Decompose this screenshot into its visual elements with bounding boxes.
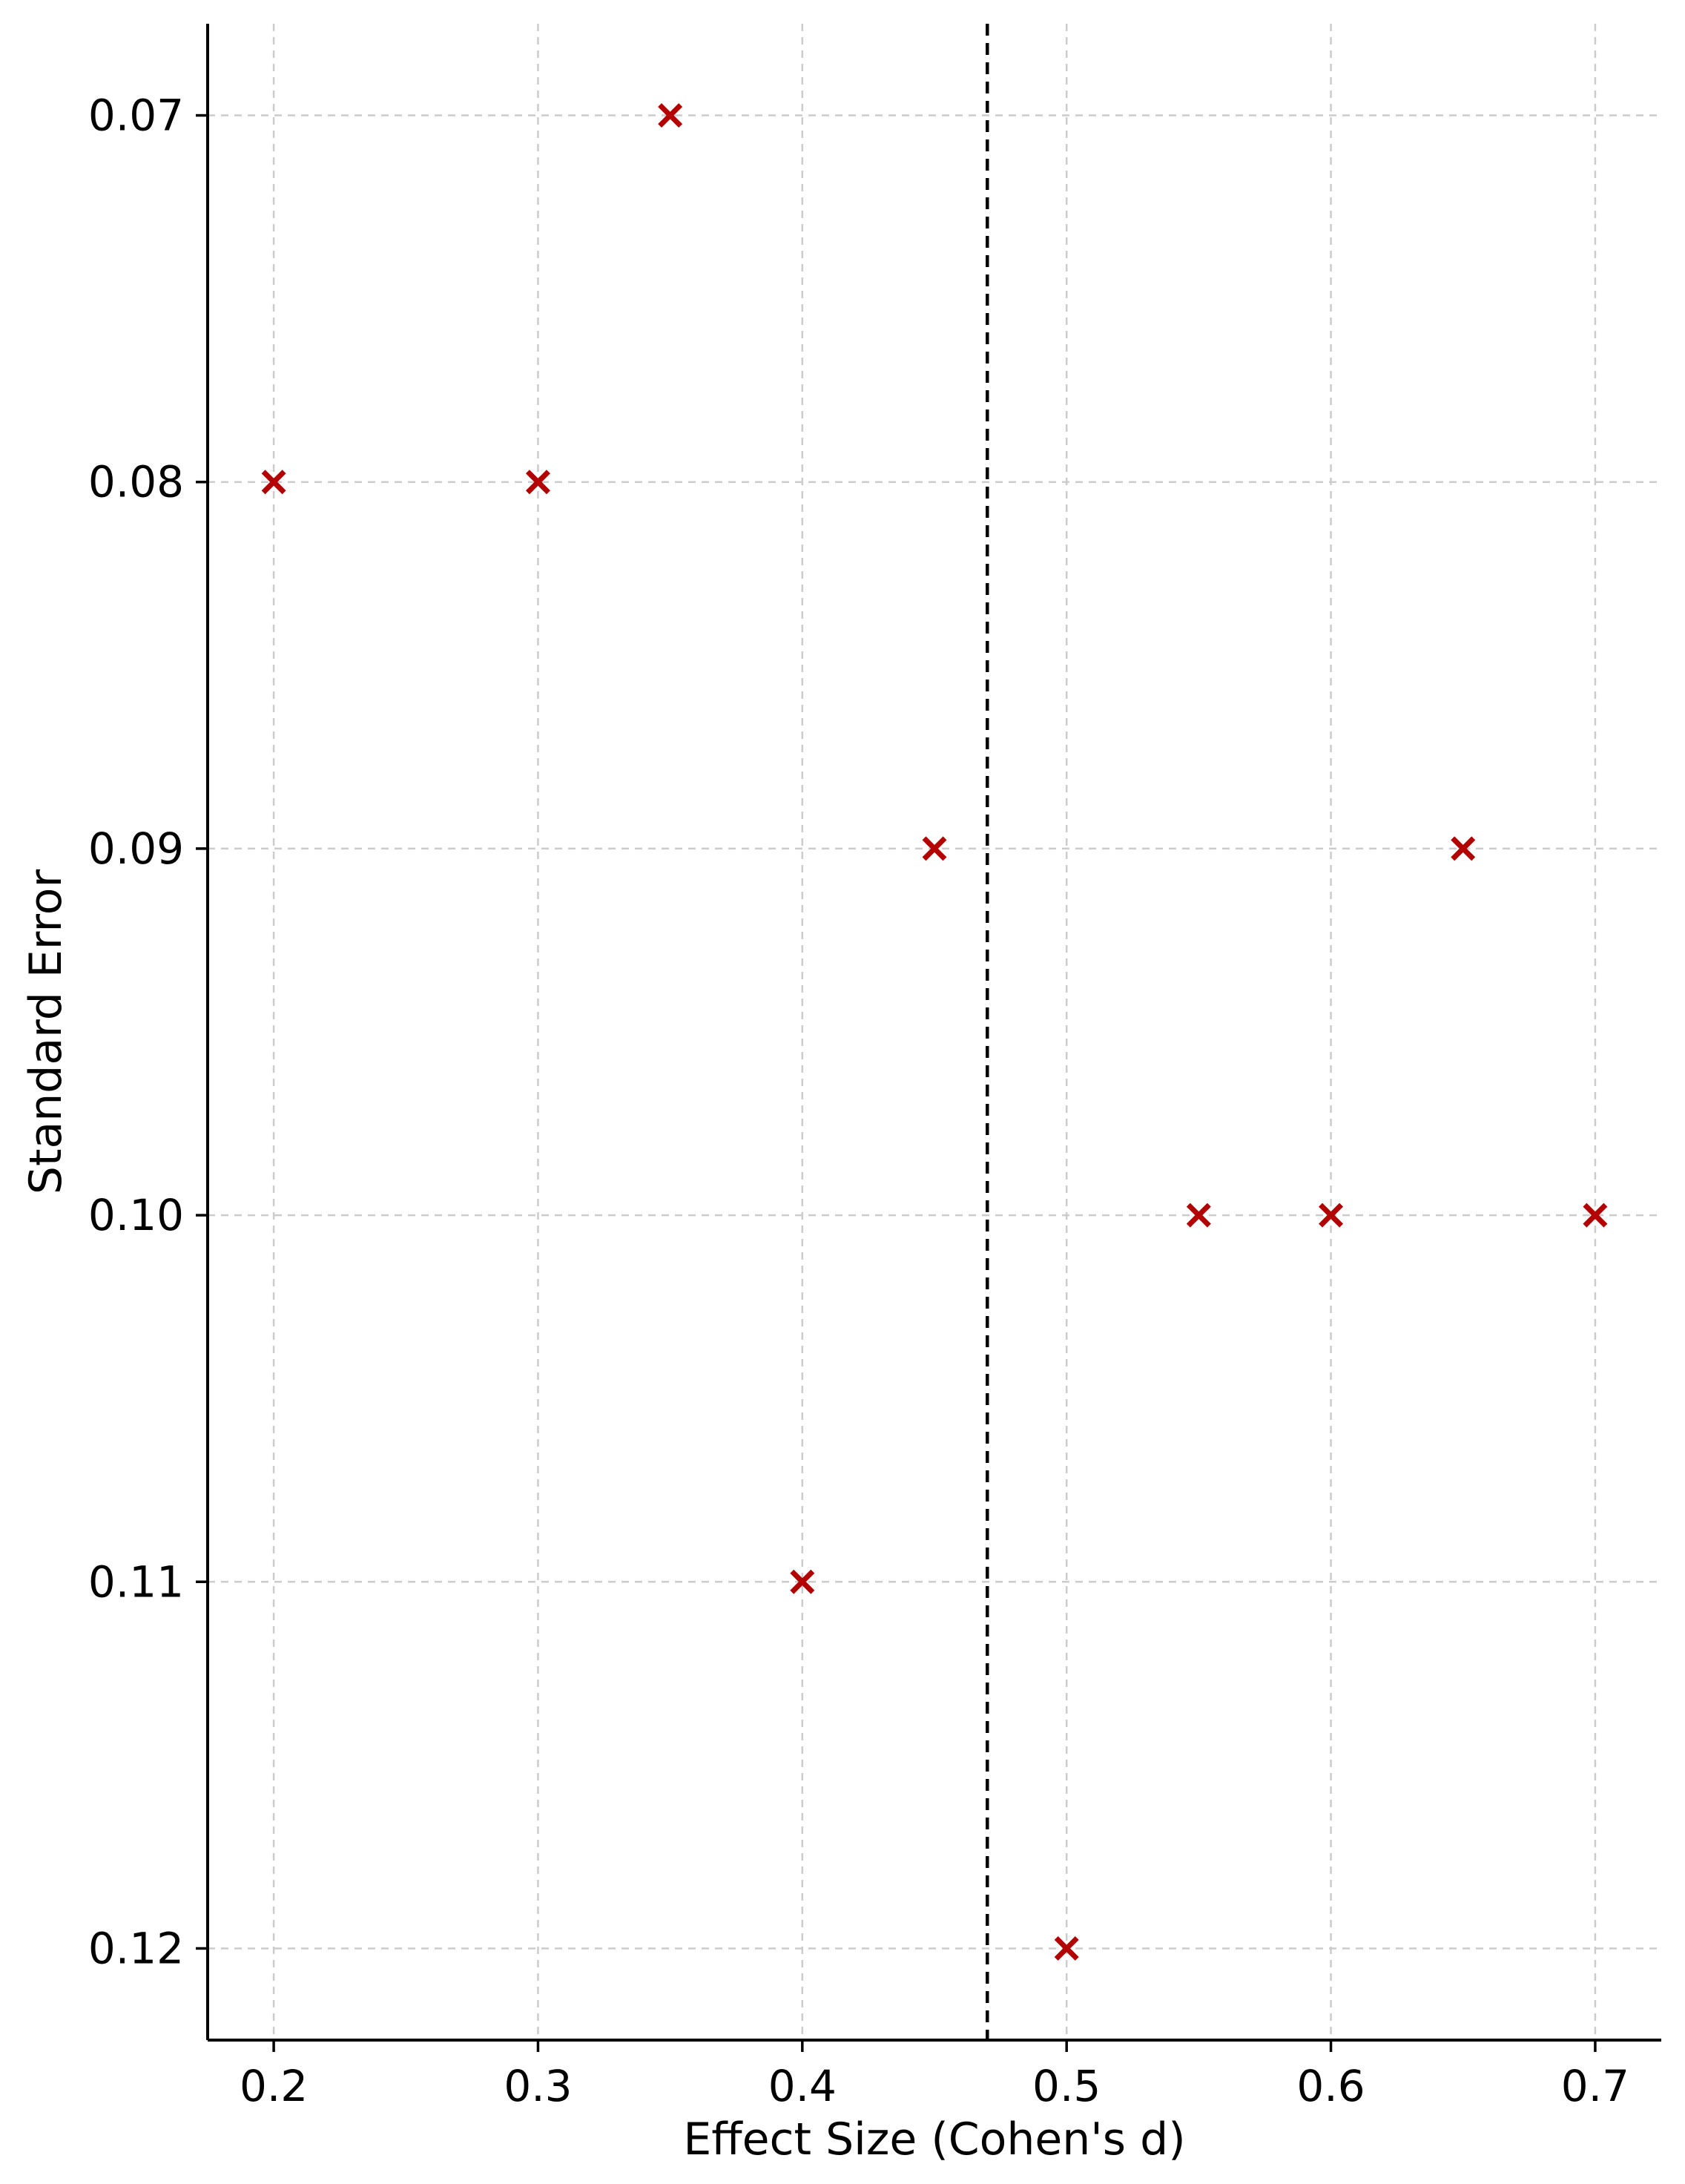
data-point-6-stroke-b: [1186, 1203, 1211, 1228]
x-axis-label: Effect Size (Cohen's d): [683, 2114, 1185, 2165]
data-point-2: [658, 103, 683, 128]
data-points: [261, 103, 1608, 1961]
data-point-7-stroke-b: [1319, 1203, 1344, 1228]
y-tick-label-4: 0.11: [88, 1556, 184, 1607]
y-tick-label-0: 0.07: [88, 91, 184, 141]
data-point-4-stroke-b: [922, 836, 947, 861]
data-point-4: [922, 836, 947, 861]
data-point-6: [1186, 1203, 1211, 1228]
x-tick-label-3: 0.5: [1032, 2061, 1101, 2111]
x-tick-label-4: 0.6: [1296, 2061, 1365, 2111]
y-tick-label-5: 0.12: [88, 1923, 184, 1973]
data-point-5-stroke-b: [1054, 1935, 1079, 1961]
axes: [196, 24, 1661, 2052]
y-tick-label-2: 0.09: [88, 823, 184, 874]
data-point-8: [1451, 836, 1476, 861]
data-point-9: [1583, 1203, 1608, 1228]
y-tick-label-1: 0.08: [88, 457, 184, 507]
y-tick-label-3: 0.10: [88, 1190, 184, 1240]
x-tick-label-2: 0.4: [768, 2061, 837, 2111]
data-point-0: [261, 470, 286, 495]
data-point-5: [1054, 1935, 1079, 1961]
y-tick-labels: 0.07 0.08 0.09 0.10 0.11 0.12: [88, 91, 184, 1974]
data-point-9-stroke-b: [1583, 1203, 1608, 1228]
data-point-7: [1319, 1203, 1344, 1228]
data-point-8-stroke-b: [1451, 836, 1476, 861]
data-point-0-stroke-b: [261, 470, 286, 495]
data-point-3: [790, 1569, 815, 1594]
x-tick-labels: 0.2 0.3 0.4 0.5 0.6 0.7: [240, 2061, 1629, 2111]
x-tick-label-1: 0.3: [504, 2061, 572, 2111]
grid-lines: [208, 24, 1661, 2040]
data-point-1-stroke-b: [525, 470, 550, 495]
x-tick-label-0: 0.2: [240, 2061, 308, 2111]
x-tick-label-5: 0.7: [1561, 2061, 1629, 2111]
y-axis-label: Standard Error: [20, 869, 72, 1195]
data-point-3-stroke-b: [790, 1569, 815, 1594]
data-point-1: [525, 470, 550, 495]
data-point-2-stroke-b: [658, 103, 683, 128]
